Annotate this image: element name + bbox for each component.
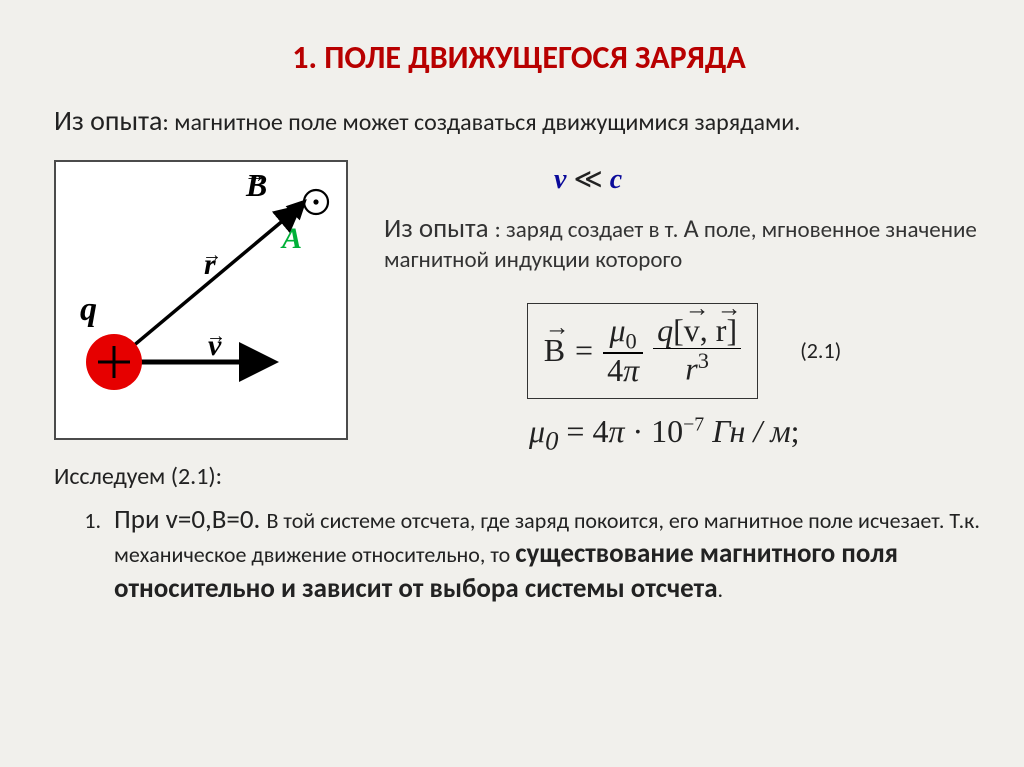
mu0-mu: μ <box>529 413 545 449</box>
frac-qvr-r3: q[v, r] r3 <box>653 314 741 386</box>
mu-sub: 0 <box>626 328 637 353</box>
label-b-arrow: → <box>244 162 266 187</box>
vector-diagram: q v → r → B → A <box>54 160 348 440</box>
equation-number: (2.1) <box>800 337 841 364</box>
v-vec: v <box>684 314 700 348</box>
four: 4 <box>607 352 623 388</box>
pi-sym: π <box>623 352 639 388</box>
formula-row: B = μ0 4π q[v, r] r3 (2.1) <box>384 303 984 399</box>
b1-prefix: При <box>114 503 166 536</box>
label-point-a: A <box>280 222 302 255</box>
r-vec: r <box>716 314 727 348</box>
mu-sym: μ <box>609 312 625 348</box>
mu0-semi: ; <box>791 413 800 449</box>
vector-b <box>298 202 304 208</box>
intro-paragraph: Из опыта: магнитное поле может создавать… <box>54 103 984 138</box>
intro-rest: : магнитное поле может создаваться движу… <box>162 108 800 137</box>
label-q: q <box>80 291 97 328</box>
study-line: Исследуем (2.1): <box>54 462 984 491</box>
frac-mu-4pi: μ0 4π <box>603 314 643 388</box>
b1-dot: . <box>718 576 724 603</box>
mu0-eq: = 4 <box>558 413 608 449</box>
b-out-of-page-dot <box>313 199 318 204</box>
mu0-pi: π <box>608 413 624 449</box>
formula-B: B <box>544 332 565 369</box>
velocity-condition: v ≪ c <box>554 162 984 196</box>
b1-cond: v=0,В=0. <box>166 503 267 536</box>
r-sym: r <box>685 351 697 387</box>
bullet-1: При v=0,В=0. В той системе отсчета, где … <box>106 503 984 607</box>
para-field-description: Из опыта : заряд создает в т. А поле, мг… <box>384 212 984 275</box>
mu0-constant: μ0 = 4π · 10−7 Гн / м; <box>529 413 984 456</box>
boxed-formula: B = μ0 4π q[v, r] r3 <box>527 303 758 399</box>
cond-c: c <box>610 164 622 195</box>
para2-rest1: : заряд создает в т. <box>495 216 684 244</box>
para2-point-a: А <box>684 212 699 244</box>
mu0-dot: · 10 <box>624 413 683 449</box>
intro-lead: Из опыта <box>54 103 162 138</box>
label-r-arrow: → <box>202 244 222 266</box>
label-v-arrow: → <box>206 325 226 347</box>
slide-title: 1. ПОЛЕ ДВИЖУЩЕГОСЯ ЗАРЯДА <box>54 0 984 103</box>
mu0-exp: −7 <box>683 413 704 435</box>
mu0-sub: 0 <box>545 425 558 455</box>
r-cube: 3 <box>698 348 709 373</box>
para2-lead: Из опыта <box>384 212 495 245</box>
q-sym: q <box>657 312 673 348</box>
bullet-list: При v=0,В=0. В той системе отсчета, где … <box>54 503 984 607</box>
mu0-unit: Гн / м <box>704 413 790 449</box>
cond-v: v <box>554 164 566 195</box>
